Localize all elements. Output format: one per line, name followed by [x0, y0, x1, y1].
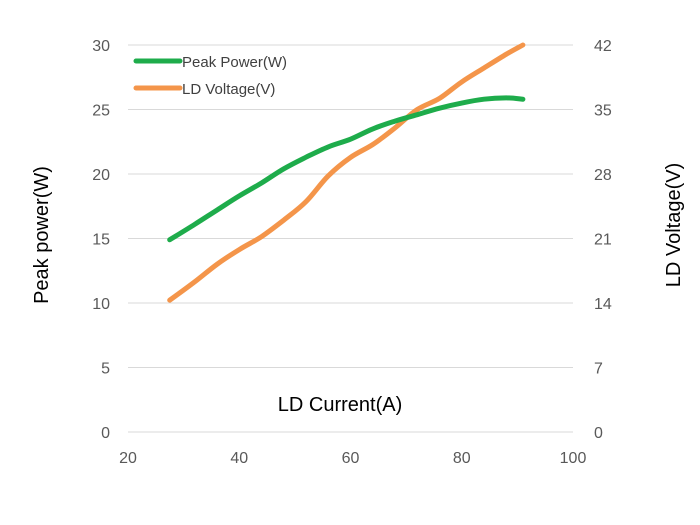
y-tick-label-left: 0 — [101, 425, 110, 442]
y-tick-label-right: 21 — [594, 232, 612, 249]
legend-label-peak-power: Peak Power(W) — [182, 54, 287, 71]
x-tick-label: 40 — [230, 450, 248, 467]
y-tick-label-right: 28 — [594, 167, 612, 184]
series-line-ld-voltage — [167, 42, 526, 303]
y-tick-label-left: 5 — [101, 361, 110, 378]
right-y-axis-ticks: 0 7 14 21 28 35 42 — [594, 38, 612, 442]
y-axis-title-left: Peak power(W) — [31, 166, 53, 304]
y-tick-label-right: 42 — [594, 38, 612, 55]
legend: Peak Power(W) LD Voltage(V) — [133, 54, 287, 98]
x-tick-label: 100 — [560, 450, 587, 467]
y-tick-label-right: 0 — [594, 425, 603, 442]
y-tick-label-right: 35 — [594, 103, 612, 120]
y-tick-label-left: 30 — [92, 38, 110, 55]
left-y-axis-ticks: 0 5 10 15 20 25 30 — [92, 38, 110, 442]
x-tick-label: 20 — [119, 450, 137, 467]
x-axis-title: LD Current(A) — [278, 394, 402, 416]
y-tick-label-right: 7 — [594, 361, 603, 378]
y-tick-label-right: 14 — [594, 296, 612, 313]
y-axis-title-right: LD Voltage(V) — [663, 163, 685, 288]
x-axis-ticks: 20 40 60 80 100 — [119, 450, 586, 467]
y-tick-label-left: 25 — [92, 103, 110, 120]
y-tick-label-left: 20 — [92, 167, 110, 184]
series-lines — [167, 42, 526, 303]
y-tick-label-left: 15 — [92, 232, 110, 249]
x-tick-label: 80 — [453, 450, 471, 467]
gridlines — [128, 44, 573, 433]
x-tick-label: 60 — [342, 450, 360, 467]
y-tick-label-left: 10 — [92, 296, 110, 313]
series-line-peak-power — [167, 95, 526, 243]
legend-label-ld-voltage: LD Voltage(V) — [182, 81, 275, 98]
